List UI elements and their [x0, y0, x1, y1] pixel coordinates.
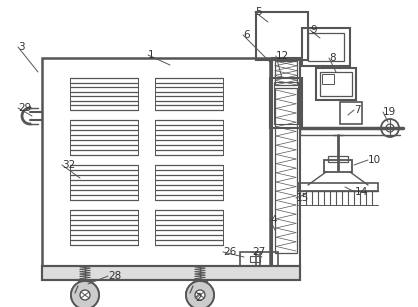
- Text: 10: 10: [368, 155, 381, 165]
- Text: 5: 5: [255, 7, 262, 17]
- Bar: [78, 281, 92, 286]
- Bar: [275, 61, 297, 85]
- Circle shape: [195, 290, 205, 300]
- Text: 7: 7: [354, 105, 361, 115]
- Bar: [256, 12, 308, 60]
- Text: 19: 19: [383, 107, 396, 117]
- Circle shape: [71, 281, 99, 307]
- Bar: [274, 82, 298, 124]
- Bar: [298, 183, 378, 191]
- Bar: [275, 88, 297, 253]
- Bar: [316, 68, 356, 100]
- Bar: [340, 102, 362, 124]
- Text: 1: 1: [148, 50, 155, 60]
- Text: 6: 6: [243, 30, 250, 40]
- Circle shape: [80, 290, 90, 300]
- Text: 2: 2: [195, 293, 201, 303]
- Circle shape: [186, 281, 214, 307]
- Bar: [155, 120, 223, 155]
- Text: 9: 9: [310, 25, 316, 35]
- Text: 4: 4: [270, 215, 277, 225]
- Text: 12: 12: [276, 51, 289, 61]
- Bar: [320, 72, 352, 96]
- Text: 15: 15: [296, 193, 309, 203]
- Bar: [155, 78, 223, 110]
- Bar: [70, 210, 138, 245]
- Bar: [270, 78, 302, 128]
- Bar: [250, 256, 260, 262]
- Text: 14: 14: [355, 187, 368, 197]
- Text: 27: 27: [252, 247, 265, 257]
- Text: 3: 3: [18, 42, 25, 52]
- Bar: [302, 28, 350, 66]
- Bar: [155, 165, 223, 200]
- Bar: [70, 165, 138, 200]
- Text: 29: 29: [18, 103, 31, 113]
- Bar: [70, 120, 138, 155]
- Bar: [324, 160, 352, 172]
- Bar: [240, 252, 260, 266]
- Bar: [193, 281, 207, 286]
- Bar: [42, 266, 300, 280]
- Bar: [42, 58, 270, 268]
- Bar: [155, 210, 223, 245]
- Text: 28: 28: [108, 271, 121, 281]
- Bar: [308, 33, 344, 61]
- Text: 32: 32: [62, 160, 75, 170]
- Bar: [256, 252, 278, 266]
- Bar: [70, 78, 138, 110]
- Bar: [42, 266, 300, 280]
- Bar: [328, 156, 348, 162]
- Bar: [322, 74, 334, 84]
- Bar: [272, 58, 300, 268]
- Text: 26: 26: [223, 247, 236, 257]
- Text: 8: 8: [329, 53, 336, 63]
